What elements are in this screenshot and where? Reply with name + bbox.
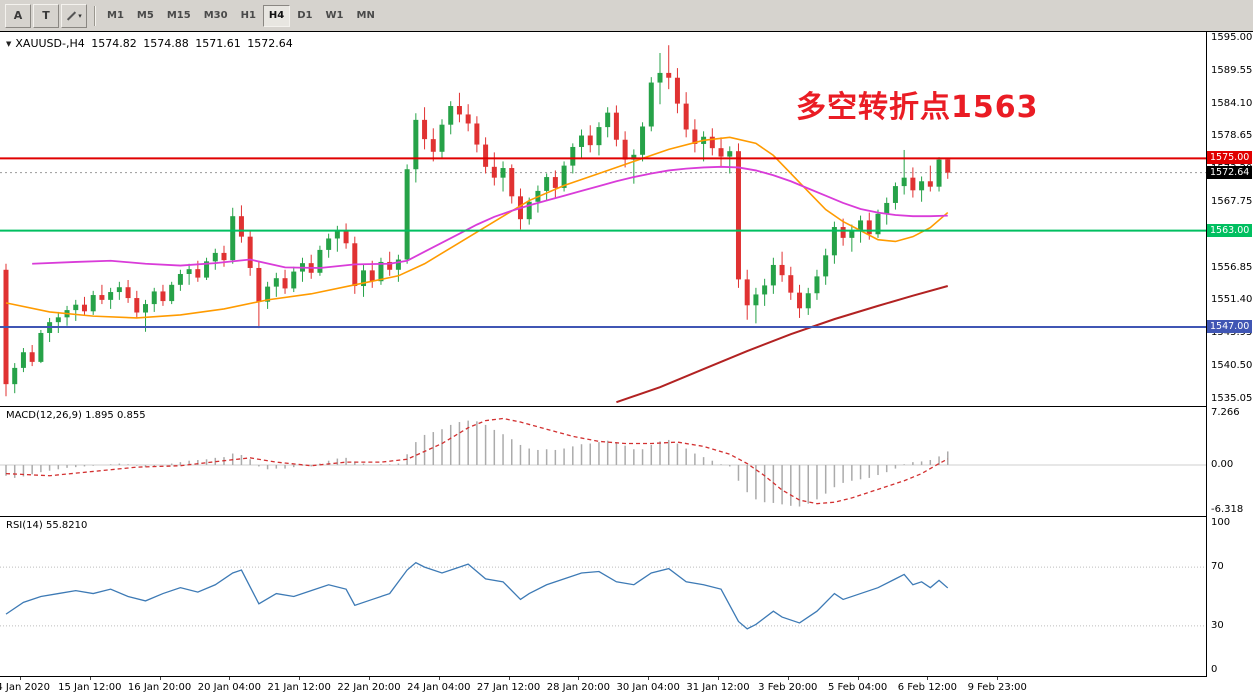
collapse-triangle-icon[interactable]: ▼ [6, 40, 12, 48]
main-chart-canvas[interactable] [0, 32, 1206, 406]
timeframe-button-m5[interactable]: M5 [136, 10, 154, 21]
price-axis-tick: 1578.65 [1211, 130, 1253, 142]
time-axis[interactable]: 14 Jan 2020 15 Jan 12:00 16 Jan 20:00 20 Ja… [0, 677, 1253, 699]
chart-window-top-border [0, 31, 1253, 32]
time-axis-tick-mark [578, 677, 580, 680]
rsi-value: 55.8210 [45, 520, 88, 531]
time-axis-label: 6 Feb 12:00 [897, 682, 958, 693]
level-price-label: 1563.00 [1207, 223, 1253, 237]
time-axis-label: 5 Feb 04:00 [827, 682, 888, 693]
current-price-label: 1572.64 [1207, 165, 1253, 179]
timeframe-button-m30[interactable]: M30 [203, 10, 228, 21]
low-value: 1571.61 [195, 37, 241, 50]
rsi-axis-tick: 100 [1211, 517, 1231, 528]
price-axis-tick: 1595.00 [1211, 32, 1253, 43]
time-axis-label: 21 Jan 12:00 [267, 682, 331, 693]
time-axis-label: 15 Jan 12:00 [58, 682, 122, 693]
time-axis-tick-mark [857, 677, 859, 680]
macd-name: MACD(12,26,9) [6, 410, 82, 421]
time-axis-tick-mark [927, 677, 929, 680]
price-axis-separator [1206, 31, 1207, 677]
macd-pane [0, 407, 1206, 516]
time-axis-label: 27 Jan 12:00 [476, 682, 541, 693]
level-price-label: 1547.00 [1207, 319, 1253, 333]
toolbar-separator [94, 5, 96, 26]
rsi-name: RSI(14) [6, 520, 43, 531]
open-value: 1574.82 [91, 37, 137, 50]
time-axis-label: 9 Feb 23:00 [967, 682, 1027, 693]
rsi-axis-tick: 0 [1211, 664, 1218, 675]
time-axis-label: 3 Feb 20:00 [758, 682, 818, 693]
price-axis-tick: 1584.10 [1211, 97, 1253, 109]
time-axis-tick-mark [438, 677, 440, 680]
draw-tool-button[interactable]: ▾ [61, 3, 87, 28]
time-axis-tick-mark [369, 677, 370, 680]
time-axis-tick-mark [718, 677, 719, 680]
time-axis-label: 28 Jan 20:00 [546, 682, 611, 693]
cursor-tool-button[interactable]: A [5, 3, 31, 28]
letter-t-icon: T [42, 9, 50, 22]
macd-values: 1.895 0.855 [85, 410, 146, 421]
price-axis-tick: 1540.50 [1211, 360, 1253, 372]
macd-indicator-label: MACD(12,26,9) 1.895 0.855 [6, 410, 146, 421]
time-axis-label: 30 Jan 04:00 [616, 682, 680, 693]
time-axis-label: 16 Jan 20:00 [127, 682, 192, 693]
price-axis-tick: 1556.85 [1211, 261, 1253, 273]
rsi-pane [0, 517, 1206, 676]
main-chart-pane [0, 32, 1206, 406]
price-axis-tick: 1567.75 [1211, 196, 1253, 208]
symbol-timeframe-label: XAUUSD-,H4 [15, 37, 85, 50]
time-axis-tick-mark [89, 677, 91, 680]
timeframe-button-m1[interactable]: M1 [107, 10, 124, 21]
close-value: 1572.64 [247, 37, 293, 50]
timeframe-button-d1[interactable]: D1 [297, 10, 313, 21]
time-axis-label: 24 Jan 04:00 [407, 682, 471, 693]
macd-canvas[interactable] [0, 407, 1206, 516]
letter-a-icon: A [13, 9, 23, 22]
price-axis-tick: 1551.40 [1211, 294, 1253, 306]
rsi-axis-tick: 30 [1211, 619, 1224, 631]
text-tool-button[interactable]: T [33, 3, 59, 28]
time-axis-tick-mark [787, 677, 789, 680]
time-axis-tick-mark [508, 677, 510, 680]
time-axis-tick-mark [229, 677, 231, 680]
timeframe-button-h4[interactable]: H4 [262, 4, 291, 27]
time-axis-tick-mark [20, 677, 21, 680]
timeframe-button-mn[interactable]: MN [356, 10, 375, 21]
time-axis-label: 22 Jan 20:00 [337, 682, 401, 693]
price-axis-tick: 1535.05 [1211, 392, 1253, 404]
macd-axis-tick: -6.318 [1211, 504, 1244, 516]
time-axis-tick-mark [159, 677, 161, 680]
price-axis-tick: 1589.55 [1211, 64, 1253, 76]
chart-title: ▼ XAUUSD-,H4 1574.82 1574.88 1571.61 1572… [6, 37, 296, 50]
macd-pane-separator [0, 406, 1253, 407]
trendline-icon [67, 10, 77, 21]
toolbar: A T ▾ M1 M5 M15 M30 H1 H4 D1 W1 MN [0, 0, 1253, 31]
time-axis-label: 31 Jan 12:00 [686, 682, 750, 693]
time-axis-separator [0, 676, 1253, 677]
rsi-pane-separator [0, 516, 1253, 517]
level-price-label: 1575.00 [1207, 151, 1253, 165]
chevron-down-icon: ▾ [78, 11, 82, 20]
price-axis[interactable]: 1595.001589.551584.101578.651573.201567.… [1207, 32, 1253, 677]
timeframe-button-h1[interactable]: H1 [240, 10, 256, 21]
rsi-axis-tick: 70 [1211, 561, 1224, 573]
time-axis-tick-mark [648, 677, 650, 680]
time-axis-tick-mark [299, 677, 301, 680]
high-value: 1574.88 [143, 37, 189, 50]
rsi-canvas[interactable] [0, 517, 1206, 676]
macd-axis-tick: 0.00 [1211, 459, 1234, 470]
timeframe-group: M1 M5 M15 M30 H1 H4 D1 W1 MN [101, 4, 382, 27]
chart-annotation-text: 多空转折点1563 [796, 90, 1039, 125]
time-axis-tick-mark [997, 677, 999, 680]
rsi-indicator-label: RSI(14) 55.8210 [6, 520, 87, 531]
timeframe-button-w1[interactable]: W1 [325, 10, 344, 21]
macd-axis-tick: 7.266 [1211, 406, 1240, 418]
time-axis-label: 20 Jan 04:00 [197, 682, 262, 693]
time-axis-label: 14 Jan 2020 [0, 682, 50, 693]
timeframe-button-m15[interactable]: M15 [166, 10, 191, 21]
